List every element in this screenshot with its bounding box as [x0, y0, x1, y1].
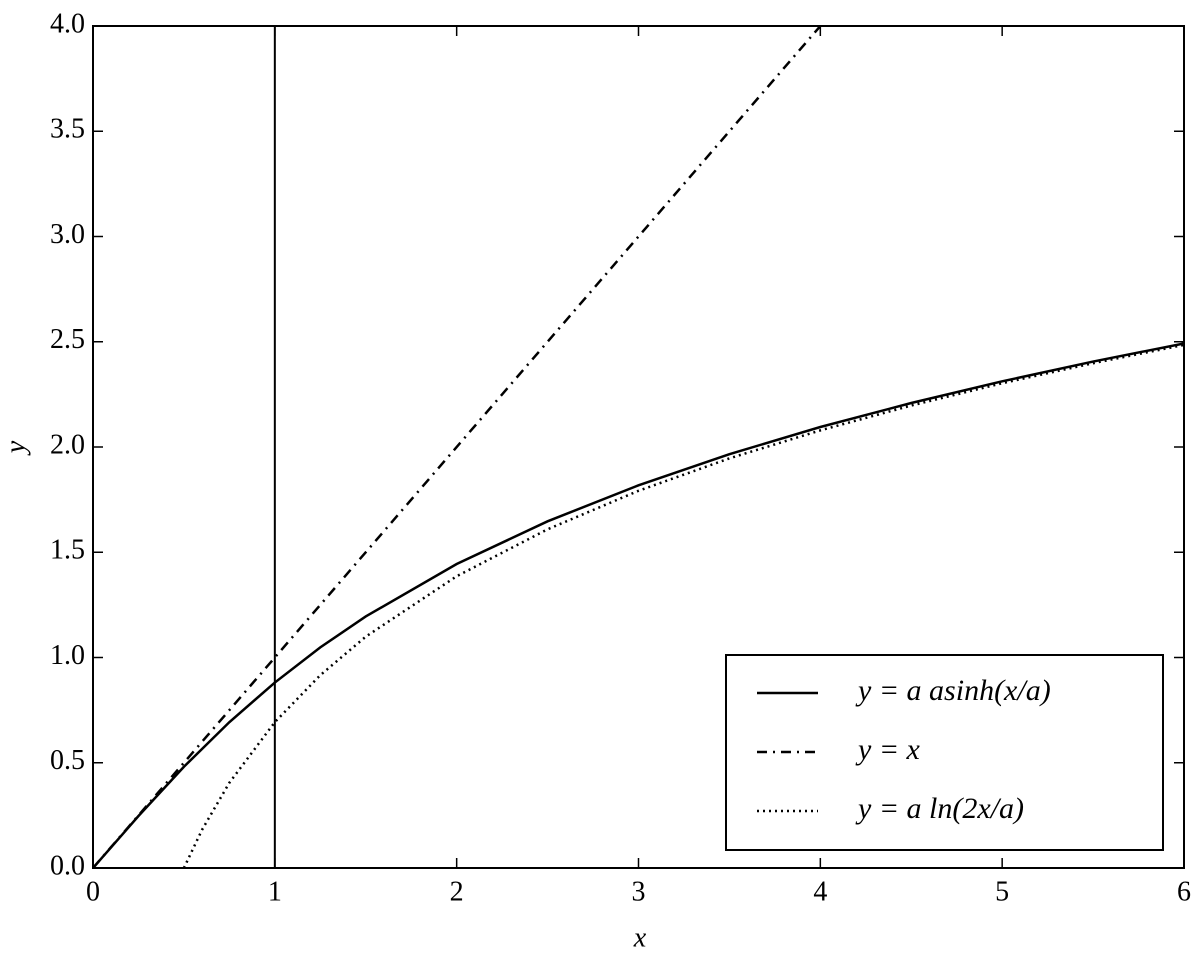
y-tick-label: 3.5 [50, 114, 85, 145]
plot-area [93, 26, 1184, 868]
y-tick-label: 2.5 [50, 324, 85, 355]
x-tick-label: 6 [1177, 876, 1191, 907]
y-tick-label: 1.5 [50, 535, 85, 566]
legend-label: y = a asinh(x/a) [855, 674, 1051, 707]
y-tick-label: 2.0 [50, 429, 85, 460]
legend-label: y = x [855, 733, 921, 766]
x-tick-label: 0 [86, 876, 100, 907]
y-tick-label: 0.0 [50, 850, 85, 881]
plot-frame [92, 25, 1185, 869]
x-tick-label: 1 [268, 876, 282, 907]
x-tick-label: 4 [813, 876, 827, 907]
x-tick-label: 3 [632, 876, 646, 907]
series-line [182, 343, 1184, 868]
y-tick-label: 4.0 [50, 8, 85, 39]
series-line [93, 342, 1184, 868]
x-tick-label: 5 [995, 876, 1009, 907]
legend-label: y = a ln(2x/a) [855, 792, 1024, 825]
y-tick-label: 0.5 [50, 745, 85, 776]
series-line [93, 26, 822, 868]
y-axis-label: y [0, 440, 31, 456]
y-tick-label: 1.0 [50, 640, 85, 671]
x-axis-label: x [633, 922, 647, 953]
x-tick-label: 2 [450, 876, 464, 907]
y-tick-label: 3.0 [50, 219, 85, 250]
